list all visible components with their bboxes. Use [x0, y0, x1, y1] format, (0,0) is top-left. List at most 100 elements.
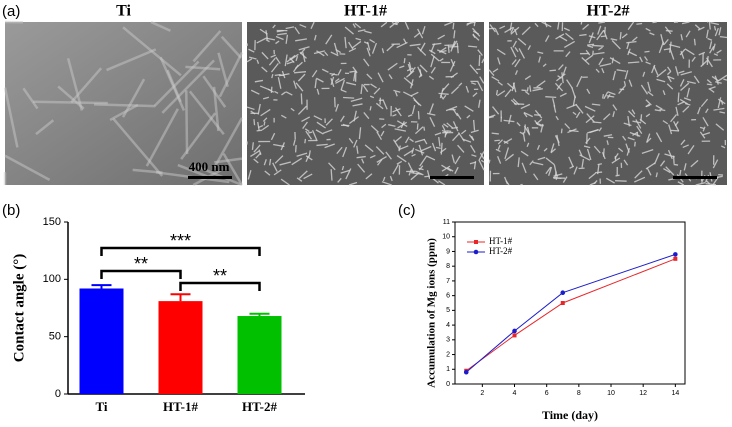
texture [370, 83, 377, 89]
texture [723, 78, 728, 81]
texture [566, 103, 578, 110]
texture [623, 81, 626, 86]
texture [354, 22, 362, 29]
y-axis-label: Contact angle (°) [11, 254, 27, 362]
texture [596, 29, 605, 41]
texture [612, 70, 617, 81]
texture [651, 64, 656, 74]
texture [514, 46, 519, 53]
texture [218, 51, 244, 98]
texture [591, 103, 601, 106]
texture [537, 156, 546, 161]
texture [294, 26, 300, 35]
texture [634, 170, 643, 179]
y-axis-label: Accumulation of Mg ions (ppm) [426, 238, 438, 388]
texture [381, 48, 385, 54]
texture [517, 157, 520, 168]
y-tick-label: 50 [49, 331, 61, 343]
x-tick-label: 10 [607, 390, 615, 397]
texture [394, 107, 402, 117]
texture [278, 73, 290, 77]
texture [532, 161, 544, 166]
texture [445, 105, 458, 112]
texture [277, 32, 287, 36]
texture [394, 91, 398, 97]
texture [418, 165, 424, 171]
texture [634, 176, 646, 183]
texture [606, 140, 609, 146]
texture [708, 21, 711, 30]
texture [446, 122, 454, 129]
texture [275, 56, 281, 64]
marker [673, 256, 678, 261]
texture [536, 80, 546, 88]
texture [403, 91, 413, 98]
texture [313, 50, 326, 55]
texture [545, 157, 555, 166]
texture [612, 104, 618, 111]
texture [371, 42, 378, 54]
texture [296, 177, 303, 182]
texture [471, 154, 477, 158]
texture [666, 71, 672, 76]
texture [636, 22, 643, 25]
texture [564, 40, 576, 48]
texture [572, 111, 577, 116]
texture [452, 132, 460, 142]
texture [647, 81, 652, 92]
texture [636, 125, 643, 134]
texture [562, 66, 567, 76]
texture [697, 26, 705, 31]
texture [315, 77, 324, 83]
texture [680, 50, 685, 59]
texture [346, 81, 357, 86]
sem-image [3, 20, 244, 187]
texture [512, 40, 518, 48]
texture [634, 141, 636, 147]
texture [569, 129, 579, 133]
texture [362, 84, 369, 93]
texture [428, 75, 435, 80]
texture [586, 88, 591, 94]
texture [380, 130, 385, 137]
texture [325, 34, 333, 45]
texture [410, 171, 422, 175]
texture [629, 131, 641, 137]
texture [510, 46, 517, 58]
texture [534, 120, 539, 126]
texture [396, 120, 408, 127]
texture [550, 143, 555, 153]
texture [521, 26, 531, 36]
texture [598, 21, 606, 24]
texture [640, 84, 649, 95]
texture [578, 149, 583, 157]
texture [411, 104, 416, 115]
texture [343, 96, 355, 99]
texture [452, 108, 459, 117]
texture [645, 133, 651, 143]
texture [366, 73, 373, 80]
texture [557, 21, 560, 30]
texture [324, 51, 329, 57]
marker [673, 252, 678, 257]
texture [645, 61, 651, 65]
texture [430, 53, 440, 62]
texture [680, 71, 692, 76]
texture [295, 38, 307, 42]
texture [373, 87, 381, 95]
texture [466, 114, 471, 119]
texture [621, 33, 628, 39]
texture [529, 85, 532, 92]
scale-bar-label: 400 nm [189, 159, 230, 174]
texture [304, 128, 310, 133]
x-tick-label: 8 [577, 390, 581, 397]
texture [575, 111, 581, 119]
texture [644, 50, 650, 53]
image-background [489, 22, 727, 185]
texture [472, 27, 481, 37]
y-tick-label: 8 [446, 263, 450, 270]
x-axis-label: Time (day) [542, 408, 598, 422]
texture [713, 25, 717, 31]
texture [414, 138, 425, 143]
